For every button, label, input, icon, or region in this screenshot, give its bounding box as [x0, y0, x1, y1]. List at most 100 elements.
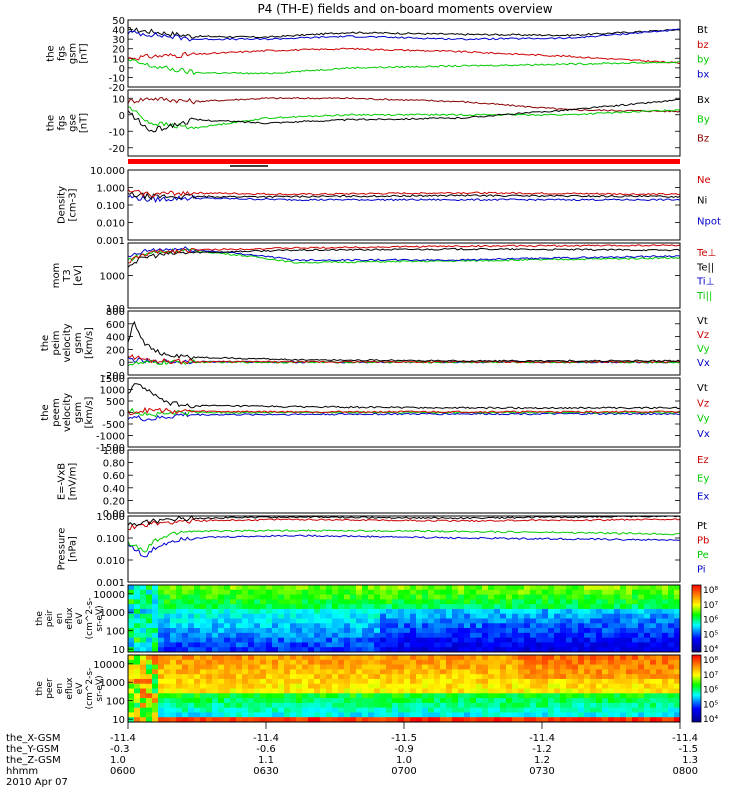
spectrogram-cell	[176, 608, 183, 615]
spectrogram-cell	[482, 683, 489, 689]
spectrogram-cell	[434, 702, 441, 709]
spectrogram-cell	[308, 707, 315, 713]
spectrogram-cell	[320, 659, 327, 665]
spectrogram-cell	[206, 707, 213, 713]
spectrogram-cell	[572, 688, 579, 694]
spectrogram-cell	[194, 647, 201, 653]
spectrogram-cell	[620, 618, 627, 624]
spectrogram-cell	[272, 688, 279, 694]
spectrogram-cell	[644, 618, 651, 624]
spectrogram-cell	[254, 637, 261, 643]
spectrogram-cell	[602, 707, 609, 713]
spectrogram-cell	[458, 678, 465, 685]
spectrogram-cell	[272, 642, 279, 648]
spectrogram-cell	[338, 674, 345, 680]
legend-Pi: Pi	[697, 565, 706, 576]
spectrogram-cell	[272, 623, 279, 629]
spectrogram-cell	[344, 594, 351, 600]
y-axis-label: E=-VxB [mV/m]	[57, 463, 79, 501]
legend-Ni: Ni	[697, 196, 707, 207]
spectrogram-cell	[266, 688, 273, 694]
spectrogram-cell	[620, 678, 627, 685]
spectrogram-cell	[572, 647, 579, 653]
spectrogram-cell	[200, 647, 207, 653]
spectrogram-cell	[158, 608, 165, 615]
spectrogram-cell	[134, 707, 141, 713]
spectrogram-cell	[392, 702, 399, 709]
x-tick-label: -11.4	[110, 733, 136, 744]
spectrogram-cell	[332, 647, 339, 653]
spectrogram-cell	[308, 604, 315, 610]
spectrogram-cell	[218, 637, 225, 643]
spectrogram-cell	[422, 637, 429, 643]
spectrogram-cell	[332, 623, 339, 629]
spectrogram-cell	[326, 707, 333, 713]
spectrogram-cell	[578, 678, 585, 685]
y-tick-label: 0	[119, 409, 125, 420]
spectrogram-cell	[200, 678, 207, 685]
spectrogram-cell	[140, 717, 147, 723]
spectrogram-cell	[596, 688, 603, 694]
y-tick-label: 0.40	[103, 484, 125, 495]
spectrogram-cell	[212, 659, 219, 665]
y-tick-label: 1000	[100, 608, 125, 619]
y-tick-label: 0.001	[96, 236, 125, 247]
spectrogram-cell	[494, 642, 501, 648]
spectrogram-cell	[506, 604, 513, 610]
spectrogram-cell	[320, 608, 327, 615]
spectrogram-cell	[362, 702, 369, 709]
spectrogram-cell	[656, 604, 663, 610]
spectrogram-cell	[458, 659, 465, 665]
spectrogram-cell	[644, 604, 651, 610]
spectrogram-cell	[392, 637, 399, 643]
spectrogram-cell	[356, 589, 363, 595]
spectrogram-cell	[170, 637, 177, 643]
spectrogram-cell	[632, 707, 639, 713]
spectrogram-cell	[368, 604, 375, 610]
spectrogram-cell	[410, 589, 417, 595]
spectrogram-cell	[218, 707, 225, 713]
spectrogram-cell	[674, 594, 681, 600]
spectrogram-cell	[356, 717, 363, 723]
spectrogram-cell	[620, 647, 627, 653]
spectrogram-cell	[452, 585, 459, 591]
spectrogram-cell	[608, 585, 615, 591]
spectrogram-cell	[416, 637, 423, 643]
spectrogram-cell	[224, 589, 231, 595]
spectrogram-cell	[290, 599, 297, 605]
spectrogram-cell	[386, 659, 393, 665]
spectrogram-cell	[290, 664, 297, 670]
spectrogram-cell	[602, 683, 609, 689]
spectrogram-cell	[542, 674, 549, 680]
spectrogram-cell	[644, 683, 651, 689]
spectrogram-cell	[380, 693, 387, 699]
spectrogram-cell	[590, 618, 597, 624]
spectrogram-cell	[254, 632, 261, 639]
spectrogram-cell	[326, 623, 333, 629]
spectrogram-cell	[302, 698, 309, 704]
spectrogram-cell	[566, 618, 573, 624]
y-axis-label-line: (cm^2-s-	[85, 668, 95, 710]
spectrogram-cell	[398, 655, 405, 661]
spectrogram-cell	[206, 678, 213, 685]
spectrogram-cell	[224, 702, 231, 709]
spectrogram-cell	[194, 717, 201, 723]
spectrogram-cell	[218, 642, 225, 648]
spectrogram-cell	[146, 683, 153, 689]
spectrogram-cell	[674, 664, 681, 670]
spectrogram-cell	[140, 688, 147, 694]
spectrogram-cell	[374, 693, 381, 699]
spectrogram-cell	[584, 674, 591, 680]
spectrogram-cell	[218, 632, 225, 639]
spectrogram-cell	[200, 683, 207, 689]
spectrogram-cell	[620, 613, 627, 619]
spectrogram-cell	[236, 702, 243, 709]
spectrogram-cell	[374, 608, 381, 615]
spectrogram-cell	[440, 623, 447, 629]
spectrogram-cell	[572, 632, 579, 639]
spectrogram-cell	[350, 637, 357, 643]
spectrogram-cell	[368, 678, 375, 685]
spectrogram-cell	[332, 659, 339, 665]
spectrogram-cell	[422, 647, 429, 653]
spectrogram-cell	[230, 674, 237, 680]
